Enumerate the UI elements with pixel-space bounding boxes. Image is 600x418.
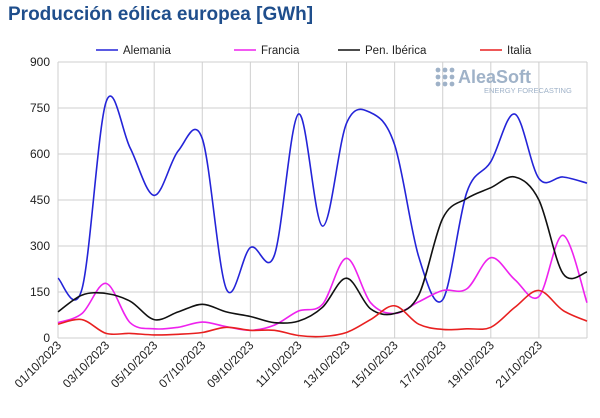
legend-label: Pen. Ibérica [365,45,427,57]
x-tick-label: 01/10/2023 [12,338,65,391]
x-tick-label: 21/10/2023 [493,338,546,391]
logo-tagline: ENERGY FORECASTING [484,86,572,95]
x-tick-label: 19/10/2023 [445,338,498,391]
legend-label: Alemania [123,45,172,57]
grid [57,61,588,339]
series-line-italia [57,289,588,338]
x-tick-label: 15/10/2023 [348,338,401,391]
legend-label: Italia [507,45,532,57]
y-tick-label: 900 [30,55,50,69]
x-tick-label: 13/10/2023 [300,338,353,391]
y-tick-label: 150 [30,285,50,299]
y-tick-label: 300 [30,239,50,253]
aleasoft-logo: AleaSoft ENERGY FORECASTING [435,67,572,95]
logo-dots-icon [435,67,455,87]
x-tick-label: 11/10/2023 [253,338,305,390]
series-lines [57,95,588,338]
y-tick-label: 0 [43,331,50,345]
x-tick-label: 05/10/2023 [108,338,161,391]
legend-label: Francia [261,45,300,57]
x-tick-label: 03/10/2023 [60,338,113,391]
series-line-francia [57,234,588,332]
y-tick-label: 750 [30,101,50,115]
legend: Alemania Francia Pen. Ibérica Italia [96,45,532,57]
series-line-pen-iberica [57,175,588,324]
x-tick-label: 09/10/2023 [204,338,257,391]
x-tick-label: 07/10/2023 [156,338,209,391]
chart-title: Producción eólica europea [GWh] [8,4,314,25]
y-axis: 0 150 300 450 600 750 900 [30,55,50,345]
series-line-alemania [57,95,588,303]
y-tick-label: 450 [30,193,50,207]
logo-brand: AleaSoft [458,67,531,87]
x-tick-label: 17/10/2023 [396,338,449,391]
x-axis: 01/10/202303/10/202305/10/202307/10/2023… [12,338,546,391]
y-tick-label: 600 [30,147,50,161]
